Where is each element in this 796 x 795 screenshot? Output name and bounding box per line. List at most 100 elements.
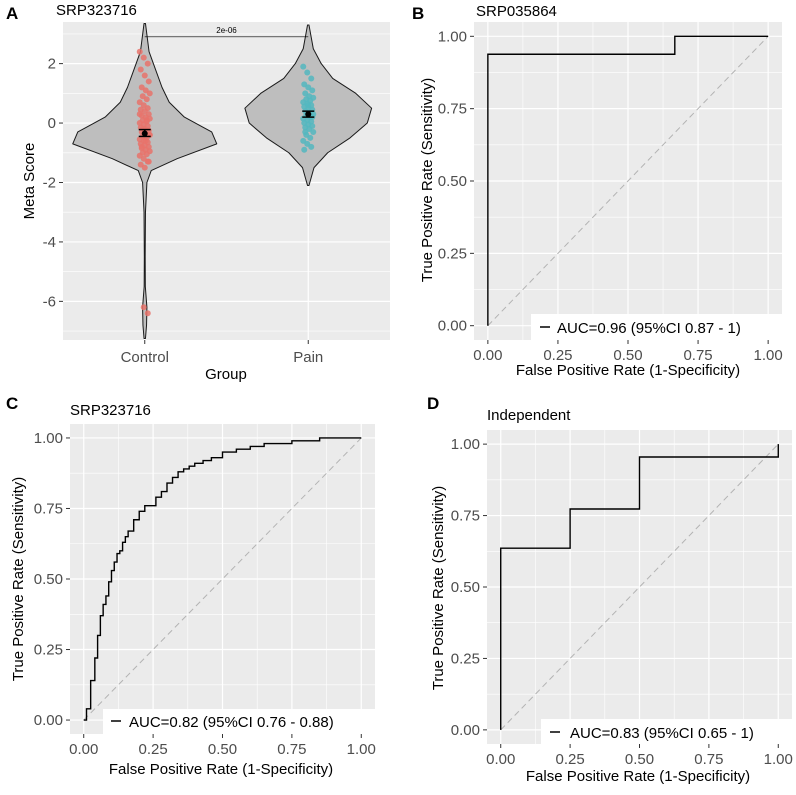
- mean-point-control: [141, 130, 148, 137]
- data-point-pain: [305, 102, 312, 109]
- x-tick-label: 0.75: [277, 741, 306, 758]
- y-tick-label: -4: [43, 234, 56, 251]
- y-tick-label: 0.25: [438, 245, 467, 262]
- data-point-control: [143, 96, 150, 103]
- panel-c: C SRP323716 False Positive Rate (1-Speci…: [6, 394, 376, 778]
- panel-b-diagonal: [487, 35, 769, 327]
- data-point-pain: [304, 69, 311, 76]
- panel-letter-c: C: [6, 394, 18, 413]
- y-tick-label: -2: [43, 174, 56, 191]
- data-point-pain: [310, 128, 317, 135]
- y-tick-label: 1.00: [451, 436, 480, 453]
- panel-d-diagonal: [500, 443, 779, 731]
- data-point-pain: [308, 143, 315, 150]
- x-tick-label: 1.00: [754, 347, 783, 364]
- data-point-control: [142, 137, 149, 144]
- x-tick-label: 1.00: [764, 751, 793, 768]
- x-tick-label: 0.75: [683, 347, 712, 364]
- panel-c-title: SRP323716: [70, 402, 151, 419]
- x-tick-label: 0.00: [473, 347, 502, 364]
- y-tick-label: 1.00: [438, 28, 467, 45]
- y-tick-label: 0.25: [34, 642, 63, 659]
- y-tick-label: 0.75: [451, 508, 480, 525]
- data-point-control: [144, 310, 151, 317]
- panel-d-x-axis-label: False Positive Rate (1-Specificity): [526, 768, 750, 785]
- panel-c-x-ticks: 0.00 0.25 0.50 0.75 1.00: [69, 734, 376, 758]
- y-tick-label: 0.00: [451, 722, 480, 739]
- data-point-control: [140, 304, 147, 311]
- panel-b-y-axis-label: True Positive Rate (Sensitivity): [419, 78, 436, 283]
- p-value-label: 2e-06: [216, 26, 237, 35]
- data-point-control: [145, 78, 152, 85]
- data-point-control: [141, 72, 148, 79]
- y-tick-label: 0.50: [34, 571, 63, 588]
- panel-a-x-ticks: Control Pain: [121, 340, 323, 366]
- x-tick-label: 0.75: [694, 751, 723, 768]
- panel-a-means: [138, 36, 315, 138]
- panel-b: B SRP035864 False Positive Rate (1-Speci…: [412, 3, 783, 379]
- x-tick-label: 0.50: [208, 741, 237, 758]
- y-tick-label: 0.75: [438, 101, 467, 118]
- panel-d-legend-text: AUC=0.83 (95%CI 0.65 - 1): [570, 725, 754, 742]
- panel-b-legend: AUC=0.96 (95%CI 0.87 - 1): [531, 314, 782, 340]
- y-tick-label: 0.25: [451, 650, 480, 667]
- data-point-control: [140, 54, 147, 61]
- y-tick-label: 0.50: [438, 173, 467, 190]
- y-tick-label: -6: [43, 293, 56, 310]
- x-tick-label: 0.50: [625, 751, 654, 768]
- panel-d-y-ticks: 0.00 0.25 0.50 0.75 1.00: [451, 436, 487, 739]
- panel-b-x-axis-label: False Positive Rate (1-Specificity): [516, 362, 740, 379]
- panel-letter-b: B: [412, 4, 424, 23]
- x-tick-label: 0.25: [139, 741, 168, 758]
- panel-a-title: SRP323716: [56, 2, 137, 19]
- data-point-pain: [308, 75, 315, 82]
- panel-c-y-ticks: 0.00 0.25 0.50 0.75 1.00: [34, 430, 70, 729]
- panel-c-legend-box: [103, 709, 375, 734]
- panel-letter-a: A: [6, 4, 18, 23]
- data-point-control: [143, 151, 150, 158]
- x-tick-label: 0.25: [556, 751, 585, 768]
- x-tick-label: 0.00: [486, 751, 515, 768]
- panel-letter-d: D: [427, 394, 439, 413]
- x-tick-label: 0.25: [543, 347, 572, 364]
- panel-c-x-axis-label: False Positive Rate (1-Specificity): [109, 761, 333, 778]
- panel-a-y-ticks: 2 0 -2 -4 -6: [43, 56, 63, 310]
- panel-b-y-ticks: 0.00 0.25 0.50 0.75 1.00: [438, 28, 474, 335]
- panel-d-legend-box: [541, 719, 792, 744]
- panel-b-legend-text: AUC=0.96 (95%CI 0.87 - 1): [557, 320, 741, 337]
- panel-a-x-axis-label: Group: [205, 366, 247, 383]
- panel-c-diagonal: [83, 437, 362, 721]
- data-point-pain: [302, 128, 309, 135]
- y-tick-label: 0.50: [451, 579, 480, 596]
- panel-b-roc-curve: [487, 35, 769, 326]
- x-tick-label: 1.00: [347, 741, 376, 758]
- data-point-pain: [301, 146, 308, 153]
- panel-b-legend-box: [531, 314, 782, 340]
- y-tick-label: 1.00: [34, 430, 63, 447]
- data-point-control: [138, 143, 145, 150]
- panel-b-gridlines: [474, 22, 782, 340]
- y-tick-label: 0.00: [438, 318, 467, 335]
- y-tick-label: 0.00: [34, 712, 63, 729]
- violin-control: [72, 22, 218, 340]
- data-point-control: [146, 90, 153, 97]
- panel-a-plot-area: [63, 22, 390, 340]
- panel-d-y-axis-label: True Positive Rate (Sensitivity): [430, 486, 447, 691]
- panel-d-title: Independent: [487, 407, 571, 424]
- panel-c-y-axis-label: True Positive Rate (Sensitivity): [10, 477, 27, 682]
- panel-b-title: SRP035864: [476, 3, 557, 20]
- data-point-control: [145, 158, 152, 165]
- panel-d-x-ticks: 0.00 0.25 0.50 0.75 1.00: [486, 744, 793, 768]
- panel-b-x-ticks: 0.00 0.25 0.50 0.75 1.00: [473, 340, 783, 364]
- panel-c-roc-curve: [83, 437, 362, 721]
- panel-c-legend: AUC=0.82 (95%CI 0.76 - 0.88): [103, 709, 375, 734]
- panel-a: A SRP323716 2 0 -2 -4 -6 Control Pain 2e-06 G…: [6, 2, 390, 383]
- y-tick-label: 2: [48, 56, 56, 73]
- x-tick-label: Pain: [293, 349, 323, 366]
- data-point-control: [141, 164, 148, 171]
- panel-d-legend: AUC=0.83 (95%CI 0.65 - 1): [541, 719, 792, 744]
- data-point-pain: [307, 134, 314, 141]
- panel-a-y-axis-label: Meta Score: [21, 143, 38, 220]
- data-point-control: [136, 48, 143, 55]
